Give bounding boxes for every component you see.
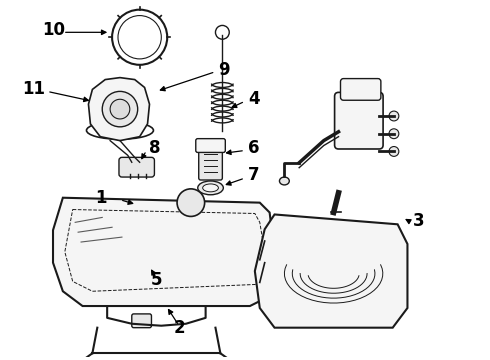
Text: 11: 11 xyxy=(22,80,45,98)
Polygon shape xyxy=(89,78,149,141)
Circle shape xyxy=(110,99,130,119)
Text: 10: 10 xyxy=(42,21,65,39)
Text: 4: 4 xyxy=(248,90,260,108)
Ellipse shape xyxy=(198,181,223,195)
Circle shape xyxy=(389,147,399,156)
Ellipse shape xyxy=(203,184,219,192)
Circle shape xyxy=(177,189,205,216)
Text: 3: 3 xyxy=(413,212,424,230)
Text: 1: 1 xyxy=(96,189,107,207)
Polygon shape xyxy=(53,198,274,306)
Text: 8: 8 xyxy=(149,139,161,157)
FancyBboxPatch shape xyxy=(199,147,222,180)
FancyBboxPatch shape xyxy=(335,93,383,149)
Text: 2: 2 xyxy=(173,319,185,337)
FancyBboxPatch shape xyxy=(341,78,381,100)
Text: 5: 5 xyxy=(150,271,162,289)
Text: 9: 9 xyxy=(219,61,230,79)
Text: 6: 6 xyxy=(248,139,259,157)
FancyBboxPatch shape xyxy=(132,314,151,328)
FancyBboxPatch shape xyxy=(119,157,154,177)
Circle shape xyxy=(389,111,399,121)
Circle shape xyxy=(389,129,399,139)
Ellipse shape xyxy=(279,177,289,185)
Circle shape xyxy=(102,91,138,127)
FancyBboxPatch shape xyxy=(196,139,225,152)
Polygon shape xyxy=(255,215,408,328)
Text: 7: 7 xyxy=(248,166,260,184)
